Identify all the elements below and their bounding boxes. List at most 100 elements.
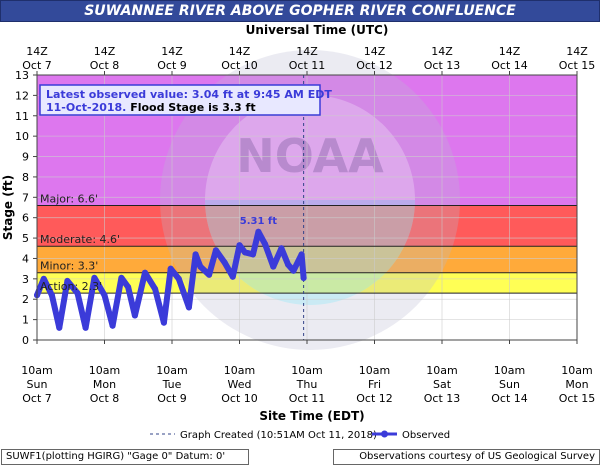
legend-observed-label: Observed — [402, 430, 450, 441]
top-tick-date: Oct 12 — [356, 59, 393, 72]
data-point — [250, 251, 256, 258]
top-tick-label: 14Z — [431, 45, 453, 58]
y-tick-label: 2 — [22, 293, 29, 306]
data-point — [142, 269, 148, 276]
y-tick-label: 13 — [15, 69, 29, 82]
info-date: 11-Oct-2018. Flood Stage is 3.3 ft — [46, 101, 256, 114]
bottom-tick-day: Sat — [433, 378, 452, 391]
bottom-tick-time: 10am — [561, 364, 592, 377]
bottom-tick-date: Oct 10 — [221, 392, 258, 405]
bottom-tick-date: Oct 9 — [157, 392, 187, 405]
bottom-axis-title: Site Time (EDT) — [259, 409, 364, 423]
data-point — [48, 292, 55, 299]
data-point — [278, 245, 285, 252]
top-tick-label: 14Z — [94, 45, 116, 58]
bottom-tick-date: Oct 13 — [424, 392, 461, 405]
data-point — [91, 274, 98, 281]
top-tick-label: 14Z — [566, 45, 588, 58]
bottom-tick-time: 10am — [21, 364, 52, 377]
bottom-tick-time: 10am — [291, 364, 322, 377]
data-point — [101, 292, 108, 299]
data-point — [285, 261, 292, 268]
data-point — [298, 251, 305, 258]
data-point — [221, 259, 228, 266]
data-point — [64, 277, 71, 284]
top-tick-date: Oct 8 — [90, 59, 120, 72]
data-point — [262, 241, 269, 248]
observations-credit: Observations courtesy of US Geological S… — [333, 449, 600, 465]
data-point — [167, 265, 174, 272]
top-tick-date: Oct 7 — [22, 59, 52, 72]
bottom-tick-day: Sun — [27, 378, 48, 391]
legend-created-label: Graph Created (10:51AM Oct 11, 2018) — [180, 430, 377, 441]
data-point — [109, 322, 116, 329]
chart-title: SUWANNEE RIVER ABOVE GOPHER RIVER CONFLU… — [84, 3, 516, 19]
data-point — [206, 271, 213, 278]
top-tick-date: Oct 14 — [491, 59, 528, 72]
peak-label: 5.31 ft — [240, 216, 278, 227]
top-tick-label: 14Z — [26, 45, 48, 58]
bottom-tick-date: Oct 12 — [356, 392, 393, 405]
bottom-tick-date: Oct 15 — [559, 392, 596, 405]
data-point — [236, 242, 243, 249]
top-tick-date: Oct 13 — [424, 59, 461, 72]
data-point — [175, 275, 182, 282]
top-tick-label: 14Z — [364, 45, 386, 58]
data-point — [82, 324, 89, 331]
bottom-tick-time: 10am — [426, 364, 457, 377]
info-latest-value: Latest observed value: 3.04 ft at 9:45 A… — [46, 88, 332, 101]
top-tick-label: 14Z — [161, 45, 183, 58]
top-tick-date: Oct 11 — [289, 59, 326, 72]
band-label-moderate: Moderate: 4.6' — [40, 233, 120, 246]
bottom-tick-day: Sun — [499, 378, 520, 391]
y-tick-label: 10 — [15, 130, 29, 143]
y-tick-label: 1 — [22, 314, 29, 327]
site-datum-info: SUWF1(plotting HGIRG) "Gage 0" Datum: 0' — [1, 449, 249, 465]
data-point — [185, 304, 192, 311]
bottom-tick-date: Oct 8 — [90, 392, 120, 405]
data-point — [212, 247, 219, 254]
data-point — [131, 312, 138, 319]
y-tick-label: 9 — [22, 151, 29, 164]
bottom-tick-day: Fri — [368, 378, 381, 391]
y-tick-label: 3 — [22, 273, 29, 286]
bottom-tick-time: 10am — [89, 364, 120, 377]
info-flood-stage: Flood Stage is 3.3 ft — [126, 101, 255, 114]
bottom-tick-date: Oct 14 — [491, 392, 528, 405]
top-tick-label: 14Z — [229, 45, 251, 58]
data-point — [125, 284, 132, 290]
bottom-tick-day: Wed — [228, 378, 252, 391]
data-point — [192, 251, 199, 258]
band-label-minor: Minor: 3.3' — [40, 260, 98, 273]
y-tick-label: 7 — [22, 191, 29, 204]
observed-series — [34, 228, 307, 331]
bottom-tick-date: Oct 11 — [289, 392, 326, 405]
bottom-tick-time: 10am — [156, 364, 187, 377]
band-label-major: Major: 6.6' — [40, 192, 98, 205]
top-tick-label: 14Z — [499, 45, 521, 58]
info-box — [39, 84, 321, 116]
y-tick-label: 11 — [15, 110, 29, 123]
data-point — [229, 273, 236, 280]
chart-labels: 5.31 ft Action: 2.3' Minor: 3.3' Moderate: … — [39, 84, 332, 293]
y-tick-label: 5 — [22, 232, 29, 245]
bottom-tick-time: 10am — [494, 364, 525, 377]
noaa-logo-text: NOAA — [236, 129, 384, 183]
data-point — [40, 275, 47, 282]
y-tick-label: 12 — [15, 89, 29, 102]
data-point — [270, 263, 277, 270]
band-label-action: Action: 2.3' — [40, 280, 102, 293]
data-point — [56, 324, 63, 331]
top-axis-title: Universal Time (UTC) — [246, 23, 389, 37]
data-point — [197, 263, 204, 270]
top-tick-date: Oct 9 — [157, 59, 187, 72]
legend-observed-marker — [381, 430, 388, 438]
bottom-tick-day: Mon — [93, 378, 116, 391]
y-tick-label: 4 — [22, 252, 29, 265]
data-point — [160, 319, 167, 326]
y-tick-label: 6 — [22, 212, 29, 225]
top-tick-label: 14Z — [296, 45, 318, 58]
data-point — [118, 274, 125, 281]
